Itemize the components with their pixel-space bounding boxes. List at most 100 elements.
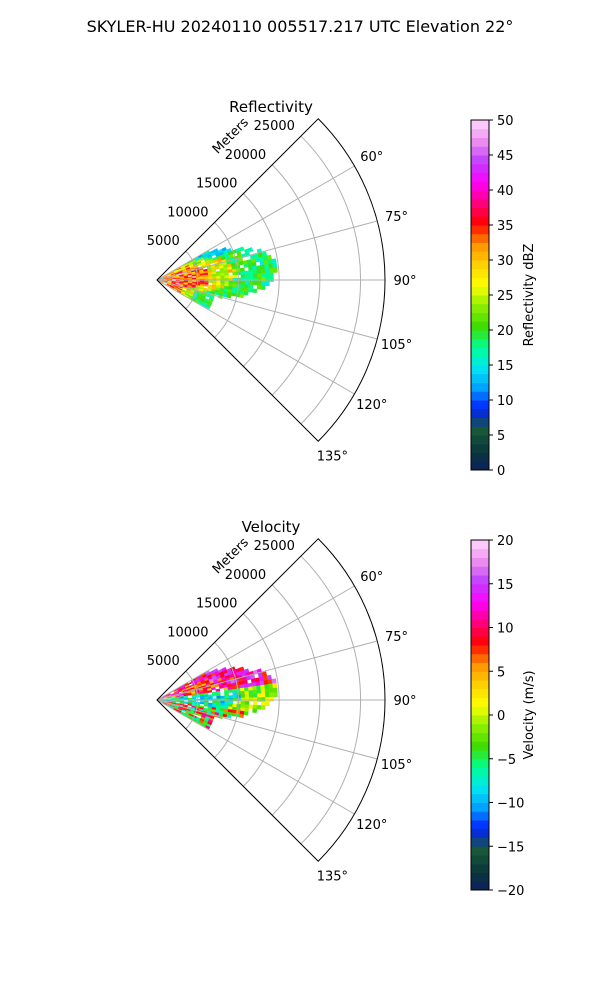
data-cell xyxy=(191,281,197,284)
data-cell xyxy=(203,272,209,276)
range-tick-label: 20000 xyxy=(225,148,266,163)
data-cell xyxy=(191,697,197,700)
data-cell xyxy=(199,298,205,302)
data-cell xyxy=(197,711,203,716)
data-cell xyxy=(215,707,221,711)
data-cell xyxy=(248,284,254,289)
data-cell xyxy=(170,285,175,288)
azimuth-tick-label: 75° xyxy=(385,630,408,645)
data-cell xyxy=(196,296,201,301)
data-cell xyxy=(166,284,171,287)
data-cell xyxy=(243,248,250,254)
data-cell xyxy=(191,285,196,289)
data-cell xyxy=(184,684,190,688)
data-cell xyxy=(170,284,176,287)
data-cell xyxy=(195,692,201,695)
data-cell xyxy=(227,686,233,691)
data-cell xyxy=(236,704,242,708)
data-cell xyxy=(205,725,211,730)
data-cell xyxy=(203,719,209,724)
data-cell xyxy=(252,693,258,698)
data-cell xyxy=(252,701,258,706)
data-cell xyxy=(184,263,189,267)
data-cell xyxy=(230,259,236,264)
data-cell xyxy=(222,681,228,686)
data-cell xyxy=(170,272,175,275)
azimuth-tick-label: 120° xyxy=(356,818,387,833)
data-cell xyxy=(248,697,254,702)
data-cell xyxy=(224,703,229,707)
data-cell xyxy=(243,711,249,716)
data-cell xyxy=(208,297,214,302)
data-cell xyxy=(185,711,190,715)
data-cell xyxy=(194,299,200,304)
data-cell xyxy=(204,679,210,684)
data-cell xyxy=(191,700,197,703)
data-cell xyxy=(183,280,189,282)
data-cell xyxy=(183,702,189,705)
data-cell xyxy=(196,295,202,299)
data-cell xyxy=(211,287,217,291)
data-cell xyxy=(178,690,183,693)
data-cell xyxy=(259,680,265,686)
data-cell xyxy=(162,702,167,706)
data-cell xyxy=(244,694,250,699)
colorbar-band xyxy=(471,715,489,725)
data-cell xyxy=(222,264,228,269)
data-cell xyxy=(167,281,172,284)
data-cell xyxy=(216,703,221,706)
colorbar-label: Reflectivity dBZ xyxy=(522,244,537,347)
data-cell xyxy=(170,692,175,695)
data-cell xyxy=(269,276,274,282)
data-cell xyxy=(177,288,183,292)
data-cell xyxy=(167,276,172,279)
data-cell xyxy=(167,700,172,702)
data-cell xyxy=(170,284,176,287)
data-cell xyxy=(180,292,185,296)
data-cell xyxy=(208,299,213,304)
colorbar-band xyxy=(471,417,489,427)
colorbar-band xyxy=(471,837,489,847)
data-cell xyxy=(189,290,195,294)
data-cell xyxy=(201,714,207,719)
colorbar-band xyxy=(471,811,489,821)
colorbar-band xyxy=(471,330,489,340)
azimuth-tick-label: 105° xyxy=(381,758,412,773)
data-cell xyxy=(250,678,256,684)
data-cell xyxy=(223,269,229,274)
data-cell xyxy=(265,692,270,698)
data-cell xyxy=(232,703,238,708)
data-cell xyxy=(243,683,249,688)
data-cell xyxy=(170,704,176,707)
data-cell xyxy=(162,695,168,698)
data-cell xyxy=(197,262,202,267)
data-cell xyxy=(219,705,225,709)
data-cell xyxy=(265,272,270,278)
azimuth-tick-label: 60° xyxy=(360,150,383,165)
data-cell xyxy=(231,685,237,690)
data-cell xyxy=(227,711,233,716)
data-cell xyxy=(219,288,225,292)
data-cell xyxy=(211,687,216,691)
data-cell xyxy=(201,683,207,687)
data-cell xyxy=(199,695,205,698)
data-cell xyxy=(166,283,172,286)
data-cell xyxy=(174,272,180,275)
data-cell xyxy=(232,706,237,711)
data-cell xyxy=(265,701,270,707)
data-cell xyxy=(195,718,201,722)
data-cell xyxy=(201,672,207,677)
colorbar-band xyxy=(471,452,489,462)
data-cell xyxy=(187,276,193,279)
colorbar-tick-label: 5 xyxy=(497,429,505,444)
data-cell xyxy=(236,691,242,696)
data-cell xyxy=(175,695,180,698)
colorbar-band xyxy=(471,251,489,261)
data-cell xyxy=(175,702,180,704)
data-cell xyxy=(239,293,245,299)
data-cell xyxy=(265,281,270,287)
data-cell xyxy=(272,687,278,693)
data-cell xyxy=(190,689,196,693)
data-cell xyxy=(261,281,266,286)
data-cell xyxy=(248,281,254,286)
